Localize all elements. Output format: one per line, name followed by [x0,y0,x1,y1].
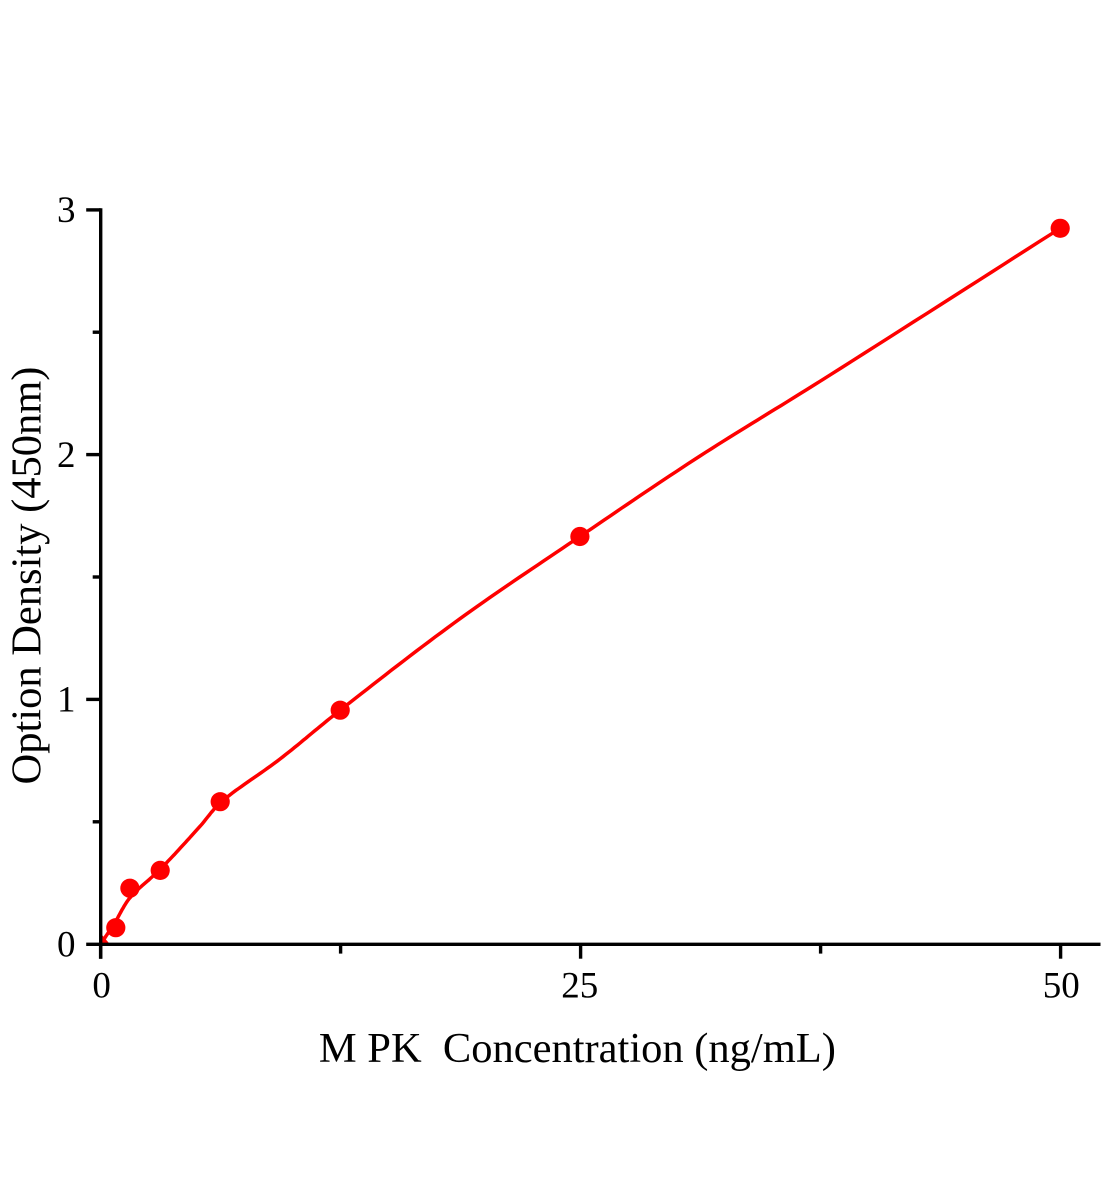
svg-text:M PK Concentration (ng/mL): M PK Concentration (ng/mL) [319,1025,836,1072]
svg-text:1: 1 [57,680,76,721]
svg-text:3: 3 [57,190,76,231]
svg-text:0: 0 [92,965,111,1006]
svg-text:25: 25 [561,965,598,1006]
svg-text:Option Density (450nm): Option Density (450nm) [4,367,51,785]
svg-text:50: 50 [1043,965,1080,1006]
svg-text:2: 2 [57,435,76,476]
svg-text:0: 0 [57,925,76,966]
